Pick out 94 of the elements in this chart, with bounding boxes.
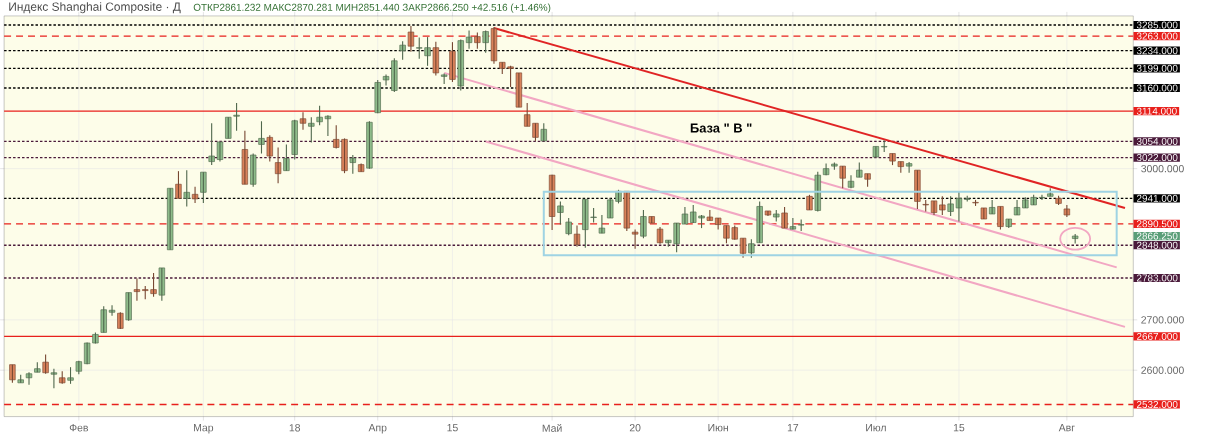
candlestick (349, 154, 356, 175)
candlestick (42, 354, 49, 375)
x-tick-label: Апр (368, 424, 387, 434)
candlestick (1005, 218, 1012, 229)
chart-subtitle: ОТКР2861.232 МАКС2870.281 МИН2851.440 ЗАКР2866.250 +42.516 (+1.46%) (193, 3, 551, 14)
candlestick (515, 72, 523, 108)
ref-line-label: 2667.000 (1136, 333, 1178, 341)
candlestick (233, 102, 240, 132)
ref-line-label: 3022.000 (1136, 154, 1178, 162)
candlestick (598, 214, 606, 234)
ref-line-label: 2941.000 (1136, 195, 1178, 203)
candlestick (623, 191, 630, 232)
candlestick (283, 144, 290, 172)
candlestick (1072, 233, 1079, 245)
candlestick (872, 146, 880, 158)
candlestick (914, 169, 921, 210)
x-tick-label: Мар (194, 424, 214, 434)
y-tick-label: 3000.000 (1141, 165, 1184, 173)
ref-line-label: 3114.000 (1136, 107, 1177, 115)
ref-line-label: 3263.000 (1136, 32, 1178, 40)
y-tick-label: 2700.000 (1141, 316, 1184, 324)
candlestick (291, 119, 298, 161)
candlestick (67, 366, 74, 385)
ref-line-label: 3054.000 (1136, 138, 1178, 146)
candlestick (175, 170, 182, 200)
candlestick (839, 165, 846, 190)
ref-line-label: 2848.000 (1136, 241, 1178, 249)
candlestick (191, 186, 199, 204)
candlestick (449, 41, 456, 83)
candlestick (440, 73, 448, 85)
chart-title: Индекс Shanghai Composite · Д (9, 2, 181, 14)
candlestick (905, 161, 913, 174)
candlestick (1055, 195, 1062, 206)
candlestick (557, 201, 564, 226)
candlestick (773, 209, 780, 223)
candlestick (34, 361, 41, 374)
candlestick (366, 120, 373, 170)
candlestick (374, 79, 381, 114)
x-tick-label: 18 (289, 424, 301, 432)
candlestick (781, 206, 788, 229)
candlestick (988, 199, 996, 215)
ref-line-label: 2783.000 (1136, 274, 1178, 282)
candlestick (756, 201, 763, 244)
candlestick (50, 368, 58, 390)
candlestick (457, 39, 464, 92)
candlestick (764, 210, 772, 217)
x-tick-label: 15 (447, 424, 458, 432)
x-tick-label: Июл (866, 424, 886, 432)
x-tick-label: Фев (69, 424, 88, 432)
text: 2866.250 (1136, 232, 1178, 240)
candlestick (980, 207, 988, 220)
candlestick (640, 209, 647, 239)
candlestick (706, 209, 714, 222)
candlestick (100, 305, 107, 334)
x-tick-label: 15 (953, 424, 965, 432)
candlestick (881, 140, 888, 153)
candlestick (997, 206, 1004, 231)
candlestick (540, 122, 547, 142)
candlestick (432, 41, 440, 77)
x-tick-label: 20 (629, 424, 641, 432)
candlestick (166, 187, 174, 251)
candlestick (399, 40, 406, 61)
x-tick-label: Май (542, 424, 562, 433)
candlestick (117, 311, 124, 330)
annotation: База " В " (690, 123, 752, 133)
candlestick (308, 116, 315, 144)
candlestick (200, 171, 207, 204)
ref-line-label: 3285.000 (1136, 21, 1178, 29)
y-tick-label: 2600.000 (1141, 366, 1184, 375)
ref-line-label: 3160.000 (1136, 84, 1178, 92)
x-tick-label: Июн (708, 424, 728, 432)
ref-line-label: 2532.000 (1136, 401, 1178, 409)
candlestick (864, 173, 871, 188)
candlestick (59, 370, 66, 385)
candlestick (266, 135, 273, 163)
candlestick (9, 364, 16, 384)
ref-line-label: 2890.500 (1136, 220, 1178, 228)
candlestick (250, 153, 257, 188)
candlestick (183, 169, 190, 208)
candlestick (258, 120, 265, 155)
ref-line-label: 3234.000 (1136, 47, 1178, 55)
candlestick (465, 30, 473, 50)
x-tick-label: Авг (1058, 424, 1075, 432)
ref-line-label: 3199.000 (1136, 65, 1178, 73)
candlestick (482, 30, 489, 54)
candlestick (125, 292, 132, 322)
candlestick (939, 196, 946, 216)
candlestick (748, 238, 755, 259)
candlestick (225, 116, 232, 140)
candlestick (1063, 204, 1071, 218)
candlestick (631, 229, 639, 250)
candlestick (714, 217, 722, 231)
candlestick (789, 217, 797, 231)
x-tick-label: 17 (787, 424, 799, 432)
